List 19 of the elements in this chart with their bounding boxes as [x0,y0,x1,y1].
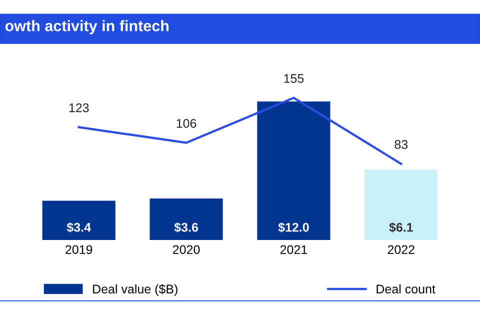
data-label: 123 [69,103,89,112]
x-tick-label: 2019 [66,245,92,254]
bar [42,200,116,240]
data-label: $6.1 [389,222,413,233]
bar [257,101,330,240]
data-label: $12.0 [278,222,309,233]
bar [150,198,223,240]
x-tick-label: 2020 [173,245,200,254]
x-tick-label: 2022 [388,245,414,254]
x-tick-label: 2021 [280,245,308,254]
data-label: 155 [284,74,304,83]
data-label: $3.6 [174,222,198,233]
data-label: 106 [176,118,196,128]
data-label: $3.4 [66,222,91,233]
legend-label: Deal count [376,284,436,294]
data-label: 83 [394,140,408,149]
chart-title: owth activity in fintech [5,20,169,34]
legend-label: Deal value ($B) [93,284,178,296]
bar [364,170,438,240]
